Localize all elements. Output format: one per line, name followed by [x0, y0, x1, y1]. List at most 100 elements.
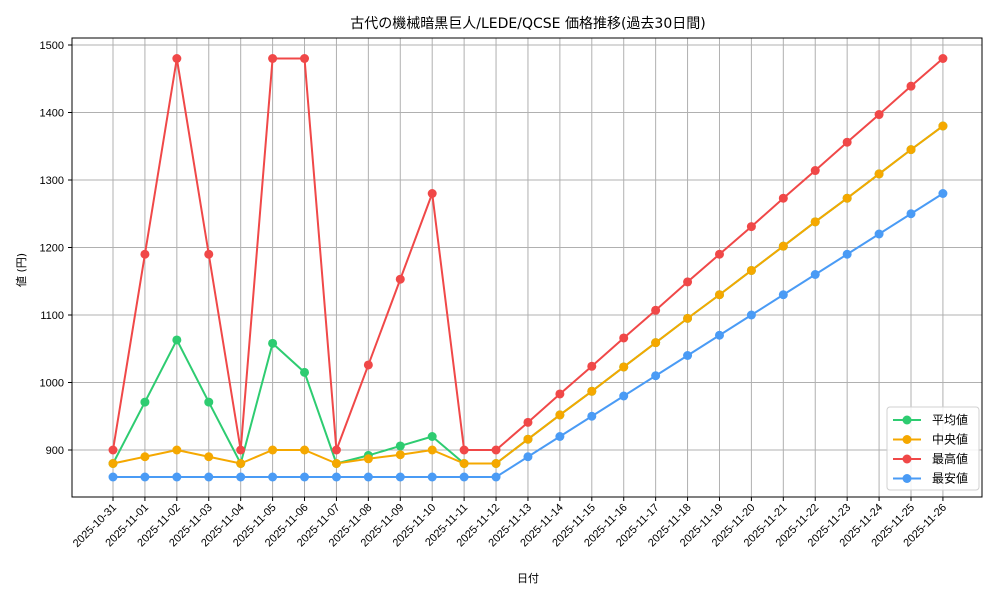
legend-box — [886, 406, 980, 491]
data-point — [331, 472, 341, 482]
data-point — [746, 265, 756, 275]
data-point — [746, 310, 756, 320]
legend-label: 最高値 — [932, 451, 968, 466]
data-point — [140, 452, 150, 462]
data-point — [906, 81, 916, 91]
data-point — [236, 472, 246, 482]
data-point — [874, 110, 884, 120]
data-point — [651, 371, 661, 381]
data-point — [874, 169, 884, 179]
y-axis-ticks: 900 1000 1100 1200 1300 1400 1500 — [40, 40, 72, 457]
data-point — [395, 274, 405, 284]
data-point — [236, 459, 246, 468]
data-point — [108, 445, 118, 455]
grid-lines — [72, 38, 982, 497]
series-2 — [108, 54, 948, 455]
data-point — [587, 386, 597, 396]
data-point — [842, 249, 852, 259]
data-point — [619, 391, 629, 401]
data-point — [874, 229, 884, 239]
series-layer — [108, 54, 948, 482]
data-point — [300, 54, 310, 63]
y-tick-label: 1500 — [40, 40, 64, 52]
data-point — [683, 277, 693, 287]
data-point — [906, 209, 916, 219]
series-3 — [108, 189, 948, 482]
data-point — [300, 472, 310, 482]
data-point — [172, 54, 182, 63]
data-point — [491, 472, 501, 482]
data-point — [491, 459, 501, 468]
data-point — [427, 445, 437, 455]
legend-swatch-marker — [902, 415, 912, 425]
legend-label: 中央値 — [932, 432, 968, 447]
data-point — [268, 445, 278, 455]
y-tick-label: 900 — [46, 445, 64, 457]
data-point — [555, 432, 565, 441]
data-point — [810, 217, 820, 227]
legend-swatch-marker — [902, 454, 912, 464]
data-point — [331, 459, 341, 468]
data-point — [331, 445, 341, 455]
data-point — [938, 121, 948, 131]
data-point — [204, 397, 214, 407]
data-point — [906, 145, 916, 155]
data-point — [938, 54, 948, 63]
data-point — [108, 472, 118, 482]
data-point — [778, 241, 788, 251]
data-point — [683, 351, 693, 360]
data-point — [427, 432, 437, 441]
legend-label: 平均値 — [932, 412, 968, 427]
data-point — [842, 193, 852, 203]
data-point — [140, 472, 150, 482]
y-tick-label: 1200 — [40, 243, 64, 255]
data-point — [172, 445, 182, 455]
data-point — [619, 333, 629, 343]
data-point — [204, 452, 214, 462]
data-point — [746, 222, 756, 232]
data-point — [714, 249, 724, 259]
data-point — [555, 389, 565, 399]
data-point — [842, 137, 852, 147]
data-point — [395, 472, 405, 482]
x-axis-ticks: 2025-10-312025-11-012025-11-022025-11-03… — [71, 497, 949, 550]
data-point — [555, 410, 565, 420]
y-tick-label: 1000 — [40, 378, 64, 390]
data-point — [268, 338, 278, 348]
data-point — [363, 360, 373, 370]
data-point — [268, 472, 278, 482]
data-point — [491, 445, 501, 455]
data-point — [619, 362, 629, 372]
data-point — [363, 454, 373, 464]
data-point — [427, 472, 437, 482]
data-point — [523, 452, 533, 462]
data-point — [459, 459, 469, 468]
data-point — [363, 472, 373, 482]
data-point — [714, 290, 724, 300]
data-point — [268, 54, 278, 63]
data-point — [683, 313, 693, 323]
data-point — [651, 305, 661, 315]
data-point — [459, 445, 469, 455]
legend-swatch-marker — [902, 435, 912, 444]
chart-title: 古代の機械暗黒巨人/LEDE/QCSE 価格推移(過去30日間) — [350, 16, 705, 32]
data-point — [140, 397, 150, 407]
data-point — [778, 290, 788, 300]
data-point — [427, 189, 437, 198]
data-point — [172, 335, 182, 345]
series-1 — [108, 121, 948, 468]
data-point — [714, 330, 724, 340]
y-axis-label: 値 (円) — [15, 253, 28, 287]
data-point — [587, 411, 597, 421]
data-point — [108, 459, 118, 468]
data-point — [236, 445, 246, 455]
x-axis-label: 日付 — [517, 572, 539, 585]
legend-swatch-marker — [902, 474, 912, 483]
data-point — [204, 472, 214, 482]
data-point — [140, 249, 150, 259]
y-tick-label: 1100 — [40, 310, 64, 322]
data-point — [204, 249, 214, 259]
data-point — [587, 361, 597, 371]
